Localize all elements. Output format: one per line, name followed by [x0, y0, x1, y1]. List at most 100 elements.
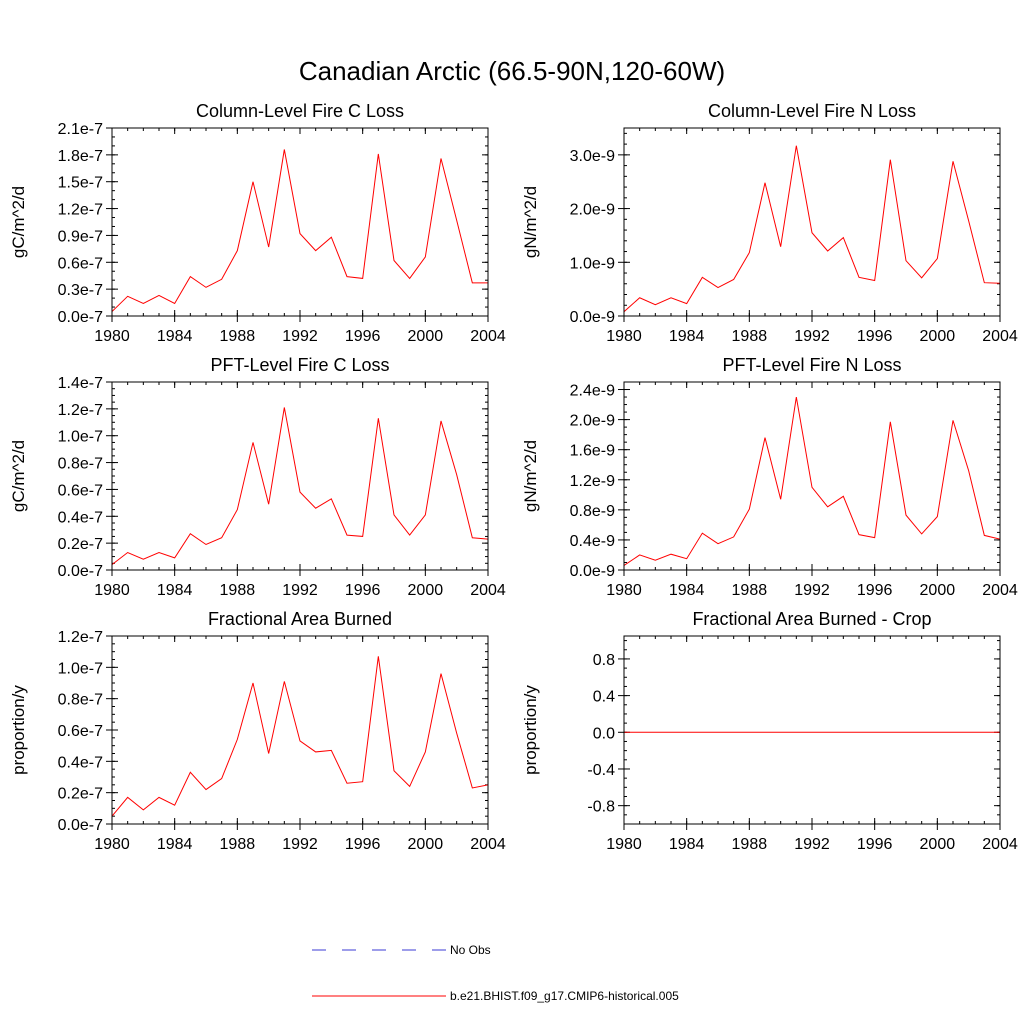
- x-tick-label: 1980: [94, 328, 130, 345]
- y-tick-label: 0.8e-9: [570, 503, 615, 520]
- x-tick-label: 2000: [920, 582, 956, 599]
- x-tick-label: 1988: [220, 582, 256, 599]
- chart-panel: Fractional Area Burned - Crop proportion/…: [521, 609, 1018, 853]
- x-tick-label: 2004: [470, 582, 506, 599]
- x-tick-label: 2004: [982, 328, 1018, 345]
- x-tick-label: 1992: [282, 328, 318, 345]
- y-tick-label: 1.0e-9: [570, 255, 615, 272]
- legend: No Obs b.e21.BHIST.f09_g17.CMIP6-histori…: [312, 943, 679, 1003]
- y-axis-label: gN/m^2/d: [521, 186, 540, 258]
- y-tick-label: 0.8e-7: [58, 456, 103, 473]
- y-tick-label: 1.0e-7: [58, 660, 103, 677]
- y-tick-label: -0.8: [587, 799, 615, 816]
- chart-panels: Column-Level Fire C Loss gC/m^2/d 0.0e-7 0.…: [9, 101, 1018, 853]
- x-tick-label: 1988: [220, 328, 256, 345]
- y-tick-label: 0.0e-7: [58, 309, 103, 326]
- x-tick-label: 1980: [94, 836, 130, 853]
- panel-title: PFT-Level Fire N Loss: [722, 355, 901, 375]
- x-tick-label: 1984: [669, 582, 705, 599]
- x-tick-label: 1992: [282, 836, 318, 853]
- y-tick-label: 0.9e-7: [58, 228, 103, 245]
- y-tick-label: 0.6e-7: [58, 482, 103, 499]
- x-tick-label: 1996: [345, 836, 381, 853]
- panel-title: Column-Level Fire N Loss: [708, 101, 916, 121]
- chart-panel: Fractional Area Burned proportion/y 0.0e-7…: [9, 609, 506, 853]
- y-tick-label: 0.0e-7: [58, 817, 103, 834]
- x-tick-label: 2004: [982, 582, 1018, 599]
- y-axis-label: proportion/y: [521, 685, 540, 775]
- y-tick-label: 1.6e-9: [570, 443, 615, 460]
- x-tick-label: 1984: [157, 328, 193, 345]
- x-tick-label: 1996: [345, 582, 381, 599]
- x-tick-label: 1984: [669, 836, 705, 853]
- x-tick-label: 1984: [157, 836, 193, 853]
- x-tick-label: 1992: [794, 328, 830, 345]
- series-line-model: [624, 145, 1000, 313]
- y-tick-label: 0.3e-7: [58, 282, 103, 299]
- y-tick-label: 0.0: [593, 725, 615, 742]
- plot-frame: [623, 381, 1001, 571]
- chart-panel: Column-Level Fire C Loss gC/m^2/d 0.0e-7 0.…: [9, 101, 506, 345]
- y-tick-label: 1.2e-7: [58, 202, 103, 219]
- y-tick-label: 0.8e-7: [58, 692, 103, 709]
- plot-frame: [111, 127, 489, 317]
- y-tick-label: 0.0e-9: [570, 563, 615, 580]
- y-tick-label: 0.6e-7: [58, 255, 103, 272]
- plot-frame: [111, 381, 489, 571]
- x-tick-label: 1996: [857, 582, 893, 599]
- y-axis-label: gN/m^2/d: [521, 440, 540, 512]
- x-tick-label: 1980: [606, 836, 642, 853]
- series-line-model: [624, 396, 1000, 566]
- y-tick-label: 1.5e-7: [58, 175, 103, 192]
- legend-model-label: b.e21.BHIST.f09_g17.CMIP6-historical.005: [450, 989, 679, 1003]
- x-tick-label: 2000: [408, 328, 444, 345]
- x-tick-label: 1988: [732, 328, 768, 345]
- x-tick-label: 1992: [794, 836, 830, 853]
- panel-title: Column-Level Fire C Loss: [196, 101, 404, 121]
- y-tick-label: 1.8e-7: [58, 148, 103, 165]
- y-tick-label: 0.0e-9: [570, 309, 615, 326]
- y-tick-label: 3.0e-9: [570, 148, 615, 165]
- y-tick-label: 0.4e-9: [570, 533, 615, 550]
- y-tick-label: 1.2e-9: [570, 473, 615, 490]
- y-tick-label: 0.6e-7: [58, 723, 103, 740]
- series-line-model: [112, 656, 488, 817]
- plot-frame: [623, 127, 1001, 317]
- series-line-model: [112, 149, 488, 312]
- x-tick-label: 1988: [732, 582, 768, 599]
- x-tick-label: 2000: [920, 328, 956, 345]
- x-tick-label: 1988: [220, 836, 256, 853]
- x-tick-label: 2000: [408, 836, 444, 853]
- y-tick-label: 1.2e-7: [58, 402, 103, 419]
- x-tick-label: 1996: [857, 328, 893, 345]
- panel-title: Fractional Area Burned: [208, 609, 392, 629]
- y-tick-label: 0.0e-7: [58, 563, 103, 580]
- figure-title: Canadian Arctic (66.5-90N,120-60W): [299, 56, 725, 86]
- legend-obs-label: No Obs: [450, 943, 491, 957]
- plot-frame: [623, 635, 1001, 825]
- x-tick-label: 1980: [94, 582, 130, 599]
- y-tick-label: 0.4e-7: [58, 509, 103, 526]
- y-tick-label: 2.0e-9: [570, 413, 615, 430]
- chart-panel: PFT-Level Fire N Loss gN/m^2/d 0.0e-9 0.4e-…: [521, 355, 1018, 599]
- x-tick-label: 2004: [470, 836, 506, 853]
- x-tick-label: 1984: [669, 328, 705, 345]
- y-tick-label: 2.1e-7: [58, 121, 103, 138]
- series-line-model: [112, 407, 488, 566]
- y-tick-label: 0.2e-7: [58, 786, 103, 803]
- y-tick-label: 1.0e-7: [58, 429, 103, 446]
- y-tick-label: -0.4: [587, 762, 615, 779]
- x-tick-label: 1988: [732, 836, 768, 853]
- y-axis-label: gC/m^2/d: [9, 440, 28, 512]
- y-tick-label: 0.4e-7: [58, 754, 103, 771]
- y-axis-label: gC/m^2/d: [9, 186, 28, 258]
- x-tick-label: 1980: [606, 328, 642, 345]
- chart-panel: Column-Level Fire N Loss gN/m^2/d 0.0e-9 1.…: [521, 101, 1018, 345]
- chart-panel: PFT-Level Fire C Loss gC/m^2/d 0.0e-7 0.2e-…: [9, 355, 506, 599]
- x-tick-label: 2000: [408, 582, 444, 599]
- x-tick-label: 1992: [794, 582, 830, 599]
- y-axis-label: proportion/y: [9, 685, 28, 775]
- y-tick-label: 0.2e-7: [58, 536, 103, 553]
- x-tick-label: 2004: [982, 836, 1018, 853]
